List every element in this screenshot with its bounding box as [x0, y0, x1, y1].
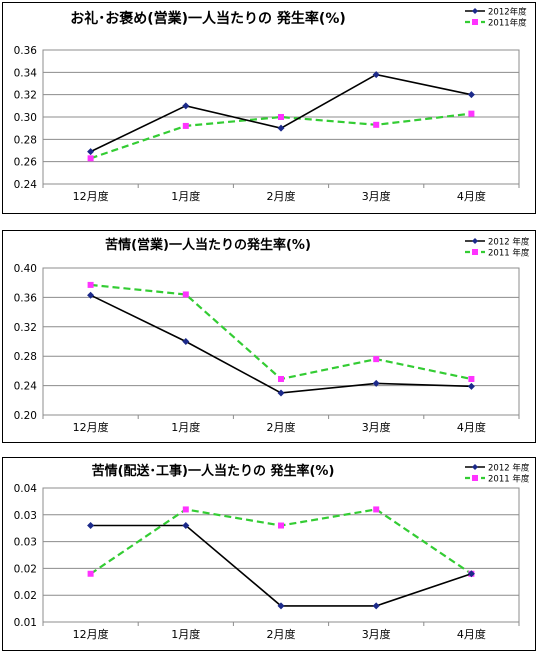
- x-tick-label: 3月度: [362, 627, 391, 641]
- x-tick-label: 4月度: [457, 189, 486, 203]
- data-point-2011: [373, 121, 380, 128]
- data-point-2011: [278, 375, 284, 382]
- data-point-2011: [182, 291, 189, 298]
- x-tick-label: 2月度: [267, 189, 296, 203]
- plot-area: [42, 487, 520, 623]
- data-point-2012: [87, 522, 95, 530]
- legend-label: 2012 年度: [488, 463, 530, 474]
- data-point-2011: [278, 522, 284, 529]
- data-point-2011: [182, 506, 189, 513]
- y-tick-label: 0.36: [14, 292, 38, 304]
- data-point-2012: [467, 570, 475, 578]
- y-tick-label: 0.40: [14, 263, 37, 275]
- legend-marker: [472, 8, 478, 14]
- data-point-2011: [468, 110, 475, 117]
- data-point-2012: [372, 71, 380, 79]
- y-tick-label: 0.32: [14, 322, 37, 334]
- legend-marker: [472, 238, 478, 244]
- data-point-2012: [467, 382, 475, 390]
- x-tick-label: 12月度: [73, 627, 109, 641]
- series-line-2012: [90, 524, 472, 607]
- y-tick-label: 0.30: [14, 112, 37, 124]
- y-tick-label: 0.28: [14, 134, 37, 146]
- chart-compliments: 0.24 0.26 0.28 0.30 0.32 0.34 0.36 12月度 1月度 2月度 3月…: [14, 7, 528, 204]
- data-point-2011: [87, 281, 94, 288]
- plot-area: [42, 267, 520, 416]
- data-point-2011: [278, 114, 284, 120]
- x-tick-label: 2月度: [267, 420, 296, 434]
- data-point-2011: [182, 122, 189, 129]
- x-tick-label: 1月度: [171, 627, 200, 641]
- series-line-2011: [90, 283, 472, 381]
- y-tick-label: 0.28: [14, 351, 37, 363]
- x-tick-label: 3月度: [362, 420, 391, 434]
- data-point-2012: [372, 379, 380, 387]
- y-tick-label: 0.32: [14, 90, 37, 102]
- x-tick-label: 12月度: [73, 420, 109, 434]
- chart-complaints-delivery: 0.01 0.02 0.02 0.03 0.03 0.04 12月度 1月度 2月度 3月度 4月度…: [14, 463, 530, 642]
- y-tick-label: 0.24: [14, 381, 38, 393]
- data-point-2012: [277, 389, 285, 397]
- legend-label: 2012年度: [488, 7, 527, 18]
- legend-label: 2012 年度: [488, 237, 530, 248]
- series-line-2011: [90, 112, 472, 160]
- y-tick-label: 0.03: [14, 537, 37, 549]
- data-point-2012: [372, 602, 380, 610]
- y-tick-label: 0.01: [14, 617, 37, 629]
- y-tick-label: 0.36: [14, 45, 38, 57]
- data-point-2011: [87, 570, 94, 577]
- legend-label: 2011年度: [488, 18, 527, 29]
- plot-area: [42, 49, 520, 185]
- x-tick-label: 1月度: [171, 420, 200, 434]
- y-tick-label: 0.26: [14, 157, 38, 169]
- data-point-2012: [87, 148, 95, 156]
- chart-panel-complaints-delivery: 0.01 0.02 0.02 0.03 0.03 0.04 12月度 1月度 2月度 3月度 4月度…: [2, 457, 536, 651]
- legend-marker: [472, 464, 478, 470]
- series-line-2012: [90, 73, 472, 153]
- y-tick-label: 0.02: [14, 590, 37, 602]
- data-point-2011: [468, 375, 475, 382]
- chart-panel-complaints-sales: 0.20 0.24 0.28 0.32 0.36 0.40 12月度 1月度 2月度 3月度 4月度…: [2, 230, 536, 443]
- chart-complaints-sales: 0.20 0.24 0.28 0.32 0.36 0.40 12月度 1月度 2月度 3月度 4月度…: [14, 237, 530, 435]
- data-point-2011: [87, 155, 94, 162]
- x-tick-label: 4月度: [457, 420, 486, 434]
- data-point-2012: [467, 91, 475, 99]
- y-tick-label: 0.02: [14, 563, 37, 575]
- x-tick-label: 3月度: [362, 189, 391, 203]
- chart-title: 苦情(配送･工事)一人当たりの 発生率(%): [92, 463, 335, 479]
- y-tick-label: 0.24: [14, 179, 38, 191]
- y-tick-label: 0.20: [14, 410, 37, 422]
- data-point-2011: [373, 356, 380, 363]
- x-tick-label: 1月度: [171, 189, 200, 203]
- y-tick-label: 0.03: [14, 510, 37, 522]
- data-point-2012: [182, 338, 190, 345]
- legend-label: 2011 年度: [488, 248, 530, 259]
- data-point-2012: [182, 522, 190, 530]
- y-tick-label: 0.04: [14, 483, 38, 495]
- data-point-2012: [277, 124, 285, 132]
- data-point-2012: [87, 291, 95, 299]
- legend-marker: [472, 249, 478, 255]
- chart-panel-compliments: 0.24 0.26 0.28 0.30 0.32 0.34 0.36 12月度 1月度 2月度 3月…: [2, 2, 536, 214]
- chart-title: お礼･お褒め(営業)一人当たりの 発生率(%): [70, 10, 346, 27]
- legend-marker: [472, 19, 478, 25]
- x-tick-label: 12月度: [73, 189, 109, 203]
- data-point-2012: [277, 602, 285, 610]
- x-tick-label: 4月度: [457, 627, 486, 641]
- data-point-2012: [182, 102, 190, 110]
- data-point-2011: [373, 506, 380, 513]
- y-tick-label: 0.34: [14, 67, 38, 79]
- x-tick-label: 2月度: [267, 627, 296, 641]
- legend-label: 2011 年度: [488, 474, 530, 485]
- legend-marker: [472, 475, 478, 481]
- chart-title: 苦情(営業)一人当たりの発生率(%): [105, 237, 311, 253]
